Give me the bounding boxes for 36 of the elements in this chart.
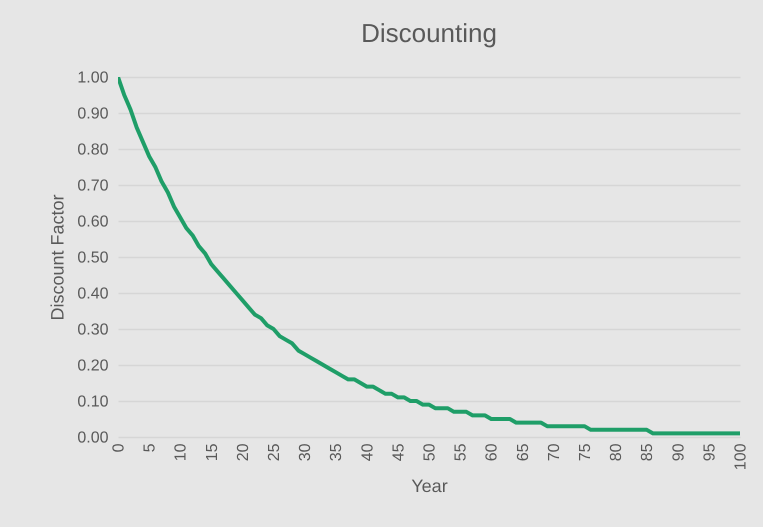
x-tick-label: 45 <box>390 443 408 462</box>
x-tick-label: 95 <box>701 443 718 462</box>
x-axis-title: Year <box>411 476 448 496</box>
x-tick-label: 70 <box>546 443 563 462</box>
y-tick-label: 0.40 <box>77 286 109 302</box>
x-tick-label: 35 <box>328 443 346 462</box>
y-axis-title: Discount Factor <box>47 194 68 321</box>
x-tick-label: 25 <box>266 443 283 462</box>
y-tick-label: 0.30 <box>77 322 109 338</box>
x-tick-label: 20 <box>234 443 252 462</box>
y-tick-label: 0.50 <box>77 250 109 266</box>
y-tick-label: 0.20 <box>77 358 109 374</box>
x-tick-label: 5 <box>142 443 159 452</box>
y-tick-label: 0.70 <box>77 178 109 194</box>
x-tick-label: 15 <box>204 443 221 462</box>
x-tick-label: 65 <box>514 443 532 462</box>
x-tick-label: 30 <box>297 443 314 462</box>
x-tick-label: 60 <box>484 443 501 462</box>
y-tick-label: 0.00 <box>77 430 109 446</box>
x-tick-label: 75 <box>577 443 594 462</box>
x-tick-label: 50 <box>422 443 438 462</box>
y-tick-label: 0.90 <box>77 106 109 122</box>
x-tick-label: 10 <box>172 443 190 462</box>
y-tick-label: 1.00 <box>77 70 109 86</box>
x-tick-label: 90 <box>670 443 688 462</box>
x-tick-label: 40 <box>359 443 376 462</box>
line-series <box>118 77 740 436</box>
y-tick-label: 0.60 <box>77 214 109 230</box>
x-tick-label: 85 <box>639 443 656 462</box>
y-tick-label: 0.10 <box>77 394 109 410</box>
chart-title: Discounting <box>361 18 497 48</box>
x-tick-label: 80 <box>608 443 626 462</box>
x-tick-label: 0 <box>110 443 128 452</box>
x-tick-label: 55 <box>452 443 470 462</box>
y-tick-label: 0.80 <box>77 142 109 158</box>
x-tick-label: 100 <box>732 443 750 470</box>
